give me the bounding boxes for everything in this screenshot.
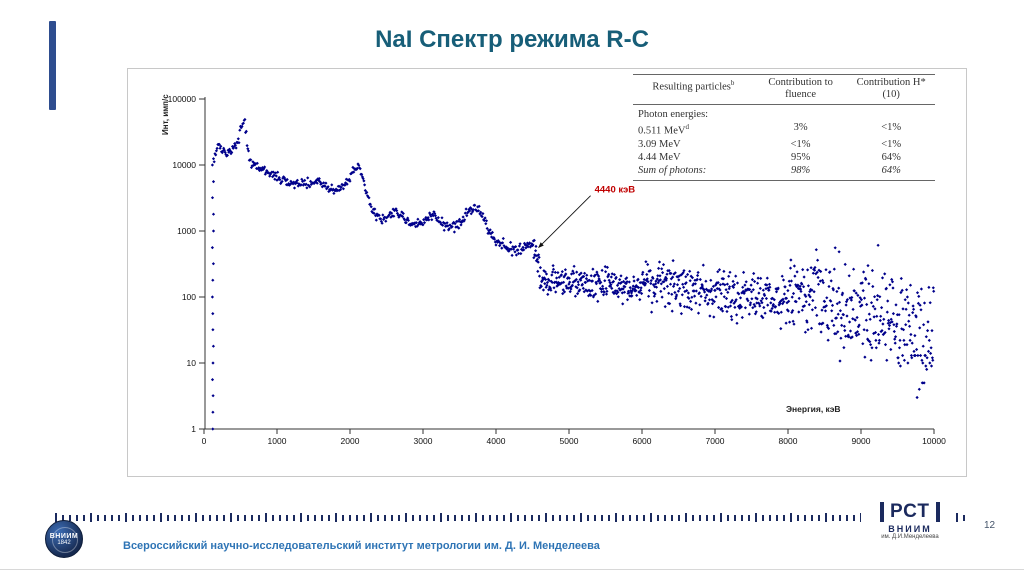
inset-table-label: Photon energies:: [638, 109, 709, 120]
institute-name: Всероссийский научно-исследовательский и…: [123, 540, 600, 552]
svg-text:100000: 100000: [168, 94, 197, 104]
svg-text:0: 0: [202, 436, 207, 446]
chart-container: 1 10 100 1000 10000 100000 0 1000 2000 3000 4000 50…: [127, 68, 967, 477]
inset-table-h10: <1%: [881, 122, 902, 133]
inset-table-h10: 64%: [881, 164, 901, 176]
svg-text:1000: 1000: [268, 436, 287, 446]
inset-table-header-cell: Contribution to fluence: [768, 77, 833, 100]
vniim-logo-name: ВНИИМ: [49, 532, 79, 540]
inset-table-label: 4.44 MeV: [638, 151, 681, 163]
svg-text:7000: 7000: [706, 436, 725, 446]
annotation-4440: 4440 кэВ: [538, 185, 636, 249]
inset-table-h10: 64%: [881, 151, 901, 163]
rst-brand-text: РСТ: [879, 502, 941, 522]
svg-text:10000: 10000: [922, 436, 946, 446]
inset-table-label: 3.09 MeV: [638, 138, 681, 150]
svg-text:100: 100: [182, 292, 196, 302]
rst-logo: РСТ ВНИИМ им. Д.И.Менделеева: [866, 502, 954, 540]
inset-table-h10: <1%: [881, 138, 902, 150]
slide-title: NaI Спектр режима R-C: [375, 26, 649, 53]
rst-sub-text: им. Д.И.Менделеева: [881, 534, 939, 540]
inset-table-header-cell: Contribution H*(10): [856, 77, 926, 100]
inset-table-row: Sum of photons: 98% 64%: [633, 164, 935, 177]
svg-text:1000: 1000: [177, 226, 196, 236]
inset-table: Resulting particlesb Contribution to flue…: [633, 74, 935, 181]
inset-table-fluence: <1%: [790, 138, 811, 150]
inset-table-label: 0.511 MeVd: [638, 123, 689, 137]
inset-table-label: Sum of photons:: [638, 164, 707, 176]
spectrum-chart: 1 10 100 1000 10000 100000 0 1000 2000 3000 4000 50…: [161, 94, 946, 446]
inset-table-fluence: 98%: [790, 164, 811, 176]
inset-table-h10: [847, 108, 935, 121]
svg-text:6000: 6000: [633, 436, 652, 446]
footer-dash-line: [55, 513, 861, 522]
svg-text:9000: 9000: [852, 436, 871, 446]
svg-text:10000: 10000: [172, 160, 196, 170]
inset-table-row: 3.09 MeV <1% <1%: [633, 138, 935, 151]
accent-bar: [49, 21, 56, 110]
inset-table-fluence: 95%: [790, 151, 811, 163]
svg-text:2000: 2000: [341, 436, 360, 446]
inset-table-row: 4.44 MeV 95% 64%: [633, 151, 935, 164]
inset-table-header: Resulting particlesb Contribution to flue…: [633, 74, 935, 105]
page-number: 12: [984, 520, 996, 531]
inset-table-fluence: 3%: [793, 122, 808, 133]
vniim-globe-icon: ВНИИМ 1842: [45, 520, 83, 558]
x-axis-label: Энергия, кэВ: [786, 404, 841, 414]
inset-table-header-cell: Resulting particlesb: [652, 79, 735, 93]
svg-text:1: 1: [191, 424, 196, 434]
svg-text:8000: 8000: [779, 436, 798, 446]
svg-text:10: 10: [187, 358, 197, 368]
inset-table-fluence: [754, 108, 848, 121]
bottom-rule: [0, 569, 1024, 570]
svg-text:5000: 5000: [560, 436, 579, 446]
svg-text:4000: 4000: [487, 436, 506, 446]
axes: 1 10 100 1000 10000 100000 0 1000 2000 3000 4000 50…: [161, 94, 946, 446]
rst-org-text: ВНИИМ: [888, 524, 932, 534]
svg-text:3000: 3000: [414, 436, 433, 446]
y-axis-label: Инт, имп/с: [161, 94, 170, 135]
vniim-logo-year: 1842: [57, 539, 71, 546]
inset-table-row: 0.511 MeVd 3% <1%: [633, 121, 935, 138]
svg-text:4440 кэВ: 4440 кэВ: [595, 185, 636, 196]
inset-table-row: Photon energies:: [633, 108, 935, 121]
footer-dash-line-right: [956, 513, 970, 522]
